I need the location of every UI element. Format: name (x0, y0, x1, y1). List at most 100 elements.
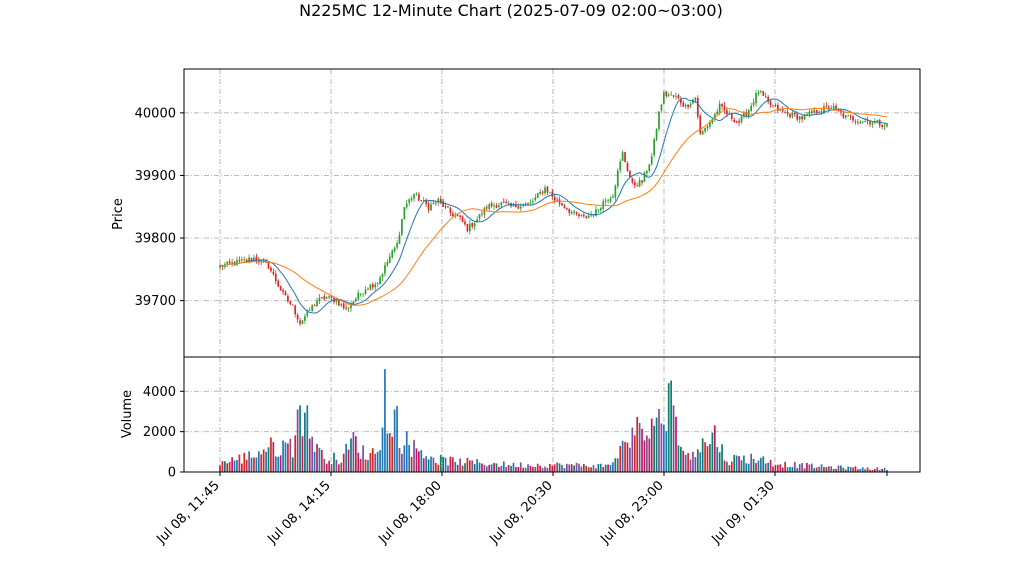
volume-bar (825, 467, 828, 472)
volume-bar (684, 454, 687, 472)
volume-bar (784, 461, 786, 472)
volume-bar (337, 464, 340, 472)
volume-bar (267, 447, 270, 472)
candle-body (861, 121, 864, 123)
candle-body (279, 285, 282, 291)
candle-body (376, 283, 379, 285)
volume-bar (483, 464, 486, 472)
volume-bar (696, 449, 699, 472)
volume-bar (745, 463, 748, 472)
candle-body (391, 250, 394, 258)
volume-bar (405, 431, 408, 472)
volume-bar (679, 447, 682, 472)
volume-bar (864, 469, 867, 472)
candle-body (447, 206, 449, 208)
volume-bar (485, 466, 488, 472)
candle-body (789, 113, 791, 118)
candle-body (439, 198, 442, 202)
volume-bar (287, 443, 289, 472)
volume-bar (602, 466, 605, 472)
volume-bar (636, 416, 639, 472)
volume-bar (347, 449, 350, 472)
candle-body (842, 113, 845, 118)
candle-body (515, 204, 517, 208)
candle-body (667, 95, 670, 97)
volume-bar (823, 466, 825, 472)
volume-bar (730, 461, 733, 472)
volume-bar (265, 451, 267, 472)
candle-body (886, 123, 888, 127)
volume-bar (260, 454, 263, 472)
candle-body (379, 277, 381, 284)
volume-bar (495, 463, 498, 472)
volume-bar (277, 456, 280, 472)
volume-bar (827, 466, 830, 472)
candle-body (473, 223, 476, 227)
candle-body (772, 104, 774, 106)
volume-bar (665, 431, 668, 472)
volume-bar (866, 467, 869, 472)
volume-bar (444, 457, 447, 472)
volume-bar (481, 463, 483, 472)
candle-body (328, 296, 330, 298)
volume-bar (284, 442, 287, 472)
volume-bar (791, 467, 794, 472)
volume-bar (716, 447, 719, 472)
volume-bar (371, 448, 374, 472)
volume-bar (439, 454, 442, 472)
candle-body (236, 260, 238, 265)
volume-bar (840, 465, 842, 472)
candle-body (561, 203, 563, 206)
candle-body (301, 320, 304, 324)
volume-bar (299, 405, 301, 472)
candle-body (871, 122, 874, 125)
candle-body (701, 130, 704, 135)
volume-bar (660, 423, 663, 472)
candle-body (679, 99, 682, 104)
volume-bar (830, 466, 833, 472)
volume-bar (663, 424, 665, 472)
volume-bar (473, 464, 476, 472)
volume-bar (335, 459, 338, 472)
volume-bar (231, 457, 233, 472)
candle-body (519, 206, 522, 209)
volume-bar (367, 460, 369, 472)
volume-bar (638, 422, 641, 472)
volume-bar (820, 464, 823, 472)
candle-body (529, 202, 532, 204)
candle-body (777, 104, 779, 111)
volume-bar (871, 469, 874, 472)
candle-body (296, 314, 299, 320)
candle-body (767, 96, 770, 102)
price-tick-label: 39700 (135, 294, 176, 309)
volume-bar (558, 463, 561, 472)
volume-bar (682, 450, 685, 472)
volume-bar (311, 436, 314, 472)
volume-bar (255, 457, 258, 472)
volume-bar (396, 405, 398, 472)
candle-body (696, 98, 699, 117)
volume-bar (384, 369, 386, 472)
volume-bar (279, 455, 282, 472)
volume-bar (270, 437, 272, 472)
volume-bar (536, 463, 539, 472)
price-tick-label: 39800 (135, 232, 176, 247)
price-tick-label: 40000 (135, 106, 176, 121)
candle-body (415, 193, 418, 195)
volume-bar (781, 467, 784, 472)
volume-bar (546, 467, 549, 472)
volume-bar (262, 449, 265, 472)
candle-body (631, 177, 634, 183)
volume-bar (403, 445, 406, 472)
volume-bar (328, 460, 330, 472)
candle-body (565, 208, 568, 210)
volume-bar (282, 440, 284, 472)
candle-body (432, 202, 435, 204)
candle-body (539, 192, 542, 194)
candle-body (687, 104, 689, 108)
candle-body (262, 260, 265, 262)
candle-body (595, 209, 597, 217)
volume-bar (835, 468, 837, 472)
candle-body (316, 301, 318, 307)
